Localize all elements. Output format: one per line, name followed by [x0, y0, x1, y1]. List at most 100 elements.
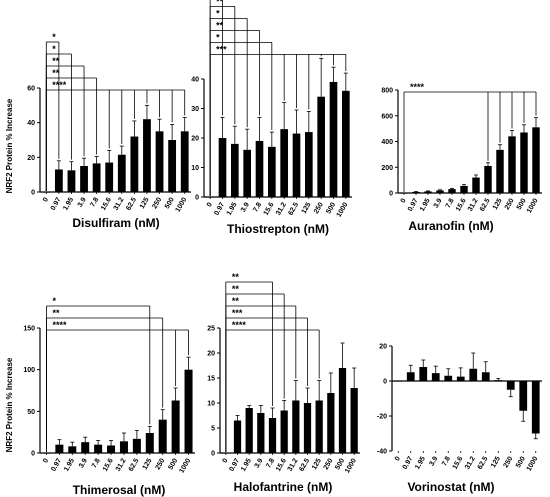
bar — [292, 400, 300, 453]
x-tick-label: 1000 — [344, 457, 358, 474]
y-tick-label: 0 — [383, 379, 387, 386]
x-axis-label: Disulfiram (nM) — [72, 216, 159, 230]
x-tick-label: 1.95 — [62, 196, 75, 211]
y-tick-label: 0 — [31, 451, 35, 458]
x-tick-label: 250 — [151, 196, 163, 210]
x-tick-label: 62.5 — [287, 201, 300, 216]
x-tick-label: 125 — [142, 457, 154, 471]
x-tick-label: 3.9 — [78, 457, 89, 469]
x-tick-label: 1000 — [526, 455, 540, 472]
y-tick-label: 15 — [207, 376, 215, 383]
significance-label: ** — [52, 68, 60, 78]
panel-thimerosal: NRF2 Protein % Increase Thimerosal (nM) … — [5, 296, 195, 497]
bar — [145, 433, 154, 453]
significance-label: ** — [232, 272, 240, 282]
x-tick-label: 250 — [504, 197, 516, 211]
significance-label: **** — [232, 320, 247, 330]
bar — [303, 403, 312, 453]
y-tick-label: 150 — [23, 326, 35, 333]
bar — [508, 136, 516, 193]
x-tick-label: 31.2 — [464, 455, 477, 470]
bar — [268, 146, 276, 197]
x-tick-label: 125 — [139, 196, 151, 210]
bar — [406, 372, 415, 381]
bar — [243, 149, 251, 197]
bar — [329, 81, 338, 197]
y-tick-label: 25 — [207, 326, 215, 333]
x-tick-label: 31.2 — [115, 457, 128, 472]
x-tick-label: 3.9 — [254, 457, 265, 469]
y-axis-label: NRF2 Protein % Increase — [5, 98, 14, 193]
bar — [448, 189, 456, 193]
y-tick-label: 5 — [211, 426, 215, 433]
bar — [231, 143, 239, 197]
y-tick-label: 20 — [379, 344, 387, 351]
bar — [280, 410, 288, 453]
bar — [105, 162, 114, 192]
bar — [394, 381, 403, 382]
bar — [107, 445, 116, 453]
x-tick-label: 62.5 — [128, 457, 141, 472]
y-tick-label: 20 — [27, 155, 35, 162]
x-tick-label: 62.5 — [298, 457, 311, 472]
x-tick-label: 7.8 — [252, 201, 263, 213]
x-tick-label: 62.5 — [479, 197, 492, 212]
x-tick-label: 15.6 — [455, 197, 468, 212]
bar — [184, 369, 193, 453]
x-tick-label: 500 — [516, 197, 528, 211]
x-tick-label: 0.97 — [402, 455, 415, 470]
bar — [92, 163, 101, 192]
x-tick-label: 7.8 — [441, 455, 452, 467]
x-tick-label: 7.8 — [89, 196, 100, 208]
bar — [317, 96, 325, 197]
y-tick-label: -20 — [377, 414, 387, 421]
y-tick-label: 20 — [207, 351, 215, 358]
x-tick-label: 0.97 — [407, 197, 420, 212]
significance-label: * — [52, 44, 56, 54]
y-tick-label: 100 — [23, 367, 35, 374]
bar — [81, 442, 90, 453]
bar — [180, 131, 189, 192]
x-tick-label: 62.5 — [477, 455, 490, 470]
y-tick-label: 30 — [191, 106, 199, 113]
x-tick-label: 15.6 — [263, 201, 276, 216]
bar — [444, 375, 453, 381]
bar — [342, 90, 350, 197]
x-tick-label: 1.95 — [226, 201, 239, 216]
x-tick-label: 15.6 — [102, 457, 115, 472]
x-axis-label: Vorinostat (nM) — [407, 480, 494, 494]
x-tick-label: 0.97 — [213, 201, 226, 216]
x-tick-label: 125 — [492, 197, 504, 211]
x-tick-label: 125 — [490, 455, 502, 469]
y-tick-label: 20 — [191, 136, 199, 143]
bar — [506, 381, 515, 390]
bar — [496, 149, 504, 193]
y-tick-label: 40 — [191, 77, 199, 84]
x-tick-label: 0 — [42, 196, 50, 203]
y-tick-label: 200 — [381, 165, 393, 172]
significance-label: *** — [216, 44, 227, 54]
significance-label: * — [216, 32, 220, 42]
bar — [268, 418, 277, 453]
significance-label: *** — [232, 308, 243, 318]
x-tick-label: 62.5 — [125, 196, 138, 211]
bar — [338, 368, 347, 453]
significance-label: ** — [216, 0, 224, 6]
bar — [158, 419, 167, 453]
bar — [412, 191, 420, 193]
x-tick-label: 0 — [42, 457, 50, 464]
bar — [255, 140, 264, 197]
bar — [494, 380, 503, 381]
x-tick-label: 500 — [164, 196, 176, 210]
x-tick-label: 7.8 — [445, 197, 456, 209]
x-tick-label: 1.95 — [63, 457, 76, 472]
bar — [94, 444, 103, 453]
x-tick-label: 0 — [394, 455, 402, 462]
bar — [67, 170, 76, 192]
x-tick-label: 1000 — [526, 197, 540, 214]
x-tick-label: 500 — [515, 455, 527, 469]
bar — [484, 165, 492, 193]
